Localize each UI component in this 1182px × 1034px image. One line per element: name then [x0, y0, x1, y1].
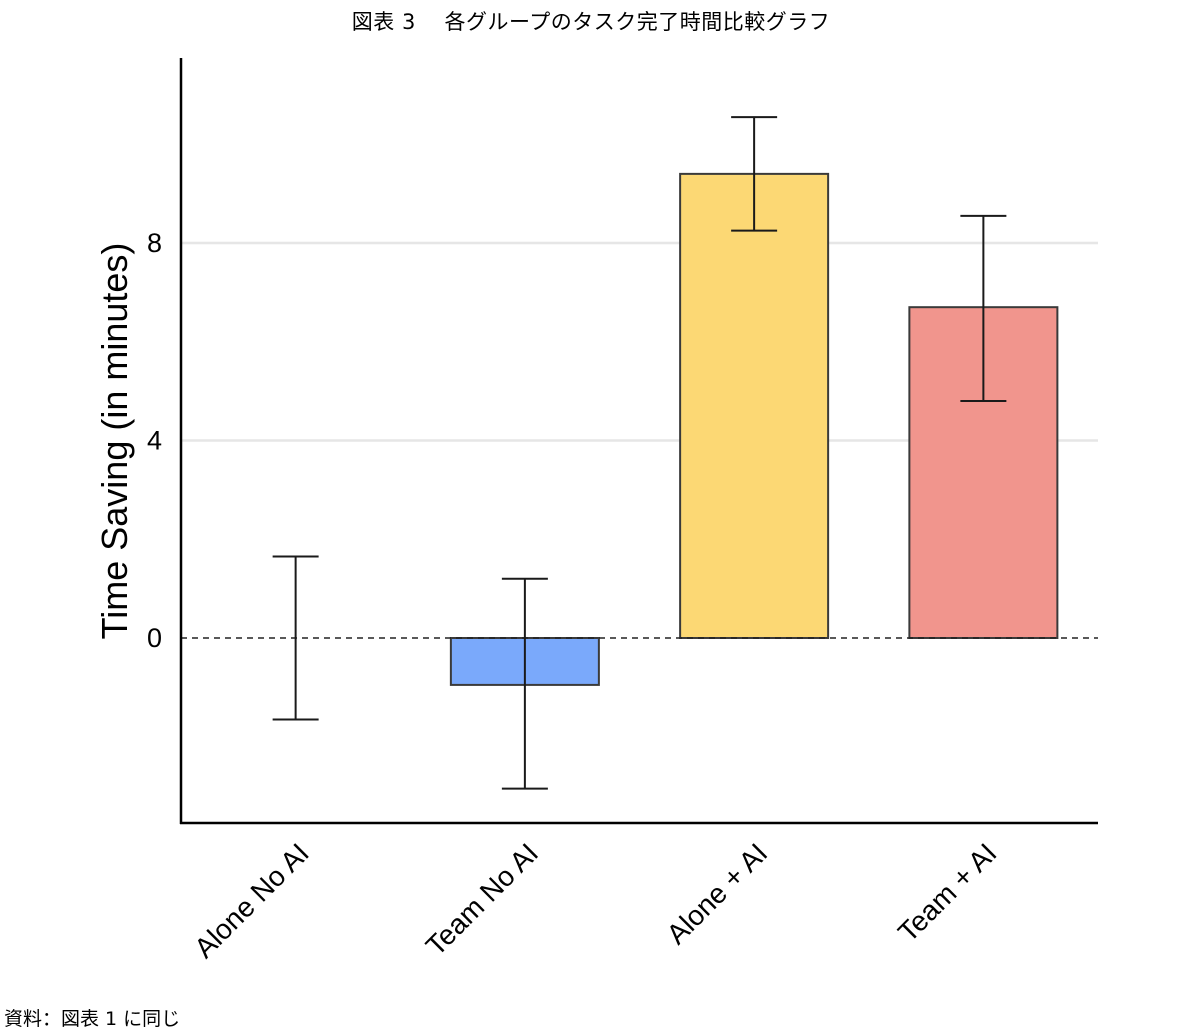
- bar-chart: 0 4 8 Time Saving (in minutes) Alone No AI Te…: [94, 58, 1098, 964]
- x-tick-label: Alone No AI: [188, 837, 314, 963]
- axes: [179, 58, 1098, 825]
- figure-title: 図表 3 各グループのタスク完了時間比較グラフ: [351, 10, 831, 34]
- bar: [679, 172, 830, 639]
- x-tick-label: Team No AI: [420, 837, 544, 961]
- y-tick-label: 4: [147, 426, 162, 456]
- y-tick-label: 8: [147, 228, 162, 258]
- x-tick-label: Team + AI: [892, 837, 1003, 948]
- y-axis-title: Time Saving (in minutes): [94, 243, 135, 640]
- y-tick-label: 0: [147, 623, 162, 653]
- error-bars: [272, 116, 1007, 790]
- source-note: 資料：図表 1 に同じ: [4, 1008, 181, 1030]
- bars: [449, 172, 1059, 686]
- labels: 0 4 8 Time Saving (in minutes) Alone No AI Te…: [94, 228, 1003, 964]
- x-tick-label: Alone + AI: [661, 837, 774, 950]
